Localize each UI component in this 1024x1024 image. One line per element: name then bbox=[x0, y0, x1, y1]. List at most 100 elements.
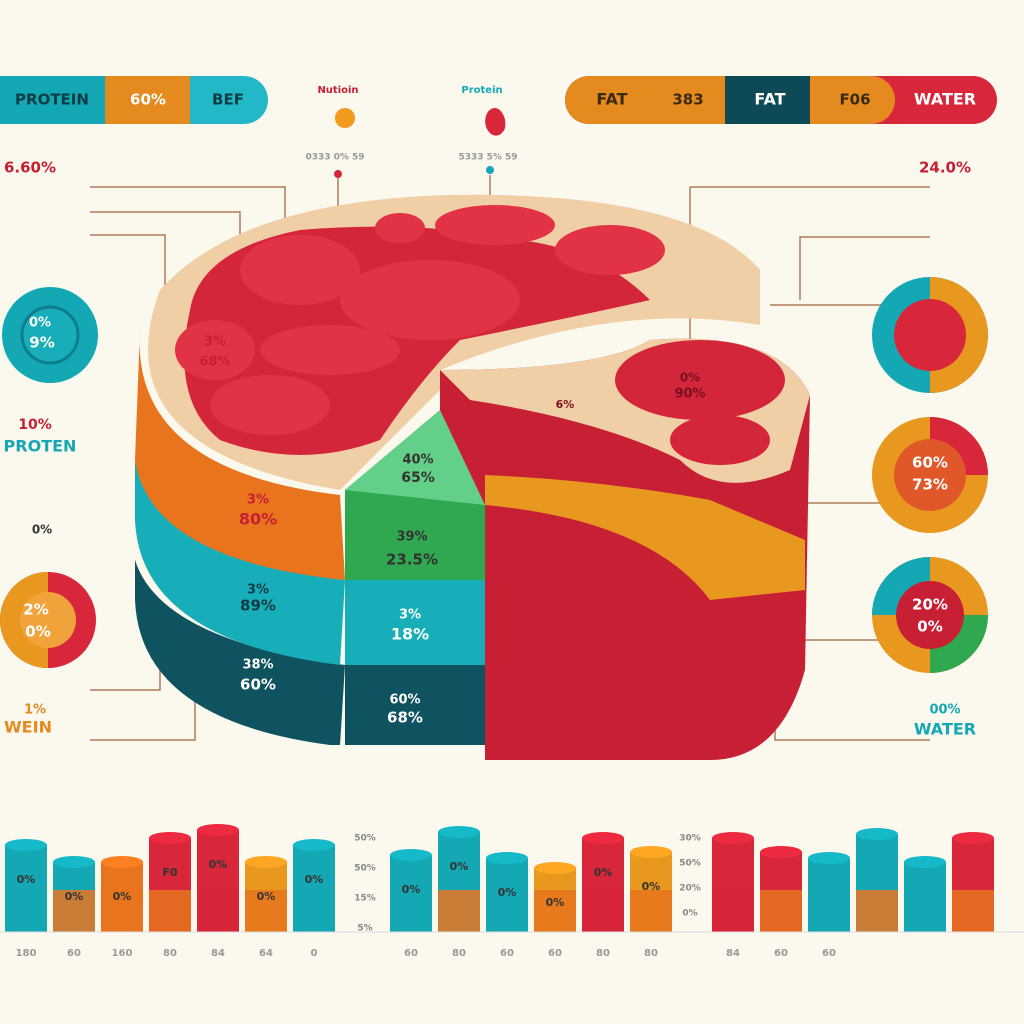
bar-base bbox=[390, 890, 432, 932]
label: F06 bbox=[839, 91, 870, 109]
label: 10% bbox=[18, 417, 52, 433]
label: 68% bbox=[387, 709, 423, 727]
bar-base bbox=[53, 890, 95, 932]
bar-label: 0% bbox=[17, 873, 36, 886]
bar-cap bbox=[760, 846, 802, 858]
shape bbox=[345, 580, 485, 665]
label: 0333 0% 59 bbox=[305, 153, 364, 163]
bar-base bbox=[808, 890, 850, 932]
x-label: 64 bbox=[259, 948, 273, 959]
label: 89% bbox=[240, 597, 276, 615]
x-label: 60 bbox=[822, 948, 836, 959]
shape bbox=[210, 375, 330, 435]
bar-base bbox=[293, 890, 335, 932]
bar-label: 0% bbox=[450, 860, 469, 873]
shape bbox=[340, 260, 520, 340]
axis-label: 50% bbox=[354, 864, 376, 874]
label: 2% bbox=[23, 601, 48, 619]
bar-cap bbox=[149, 832, 191, 844]
bar-label: 0% bbox=[65, 890, 84, 903]
shape bbox=[485, 475, 805, 600]
label: Protein bbox=[461, 85, 502, 96]
shape bbox=[240, 235, 360, 305]
bar-label: 0% bbox=[642, 880, 661, 893]
bar-cap bbox=[438, 826, 480, 838]
x-label: 60 bbox=[500, 948, 514, 959]
label: 1% bbox=[24, 703, 46, 718]
bar-label: 0% bbox=[113, 890, 132, 903]
x-label: 80 bbox=[452, 948, 466, 959]
label: 9% bbox=[29, 334, 54, 352]
bar-cap bbox=[952, 832, 994, 844]
bar-cap bbox=[197, 824, 239, 836]
bar-cap bbox=[534, 862, 576, 874]
label: 0% bbox=[29, 316, 51, 331]
label: 60% bbox=[912, 454, 948, 472]
label: 73% bbox=[912, 476, 948, 494]
shape bbox=[670, 415, 770, 465]
bar-label: 0% bbox=[594, 866, 613, 879]
x-label: 60 bbox=[548, 948, 562, 959]
bar-base bbox=[904, 890, 946, 932]
shape bbox=[20, 592, 76, 648]
bar-base bbox=[438, 890, 480, 932]
bar-label: 0% bbox=[546, 896, 565, 909]
label: 60% bbox=[389, 693, 420, 708]
axis-label: 30% bbox=[679, 834, 701, 844]
shape bbox=[135, 560, 345, 745]
shape bbox=[135, 460, 345, 665]
bar-cap bbox=[5, 839, 47, 851]
x-label: 80 bbox=[163, 948, 177, 959]
shape bbox=[175, 320, 255, 380]
label: WATER bbox=[914, 90, 976, 109]
label: 24.0% bbox=[919, 159, 971, 177]
label: 60% bbox=[240, 676, 276, 694]
bar-illustration: 0% 180 0% 60 0% 160 F0 80 0% 84 0% 64 0% 0 0% 60 0% 80 0% 6… bbox=[0, 824, 1024, 959]
label: 5333 5% 59 bbox=[458, 153, 517, 163]
shape bbox=[615, 340, 785, 420]
label: FAT bbox=[596, 90, 627, 109]
shape bbox=[799, 236, 930, 300]
axis-label: 50% bbox=[354, 834, 376, 844]
shape bbox=[435, 205, 555, 245]
label: WATER bbox=[914, 720, 976, 739]
shape bbox=[555, 225, 665, 275]
bar-label: 0% bbox=[498, 886, 517, 899]
x-label: 84 bbox=[726, 948, 740, 959]
bar-base bbox=[5, 890, 47, 932]
bar-base bbox=[534, 890, 576, 932]
shape bbox=[345, 410, 485, 505]
shape bbox=[334, 170, 342, 178]
label: 0% bbox=[25, 623, 50, 641]
shape bbox=[135, 330, 345, 580]
label: 80% bbox=[239, 510, 277, 529]
x-label: 84 bbox=[211, 948, 225, 959]
x-label: 0 bbox=[311, 948, 318, 959]
bar-label: 0% bbox=[209, 858, 228, 871]
shape bbox=[725, 76, 810, 124]
bar-cap bbox=[53, 856, 95, 868]
label: 0% bbox=[32, 523, 52, 537]
label: 39% bbox=[396, 530, 427, 545]
x-label: 160 bbox=[112, 948, 133, 959]
axis-label: 5% bbox=[357, 924, 372, 934]
label: BEF bbox=[212, 91, 244, 109]
label: 383 bbox=[672, 91, 703, 109]
x-label: 60 bbox=[67, 948, 81, 959]
label: Nutioin bbox=[317, 85, 358, 96]
label: 3% bbox=[399, 608, 421, 623]
label: 6% bbox=[556, 398, 575, 411]
label: 40% bbox=[402, 453, 433, 468]
label: PROTEIN bbox=[15, 91, 89, 109]
bar-base bbox=[245, 890, 287, 932]
label: 20% bbox=[912, 596, 948, 614]
label: WEIN bbox=[4, 718, 52, 737]
shape bbox=[0, 76, 105, 124]
label: 18% bbox=[391, 625, 429, 644]
bar-cap bbox=[712, 832, 754, 844]
bar-base bbox=[149, 890, 191, 932]
bar-base bbox=[582, 890, 624, 932]
bar-base bbox=[101, 890, 143, 932]
label: 0% bbox=[917, 618, 942, 636]
